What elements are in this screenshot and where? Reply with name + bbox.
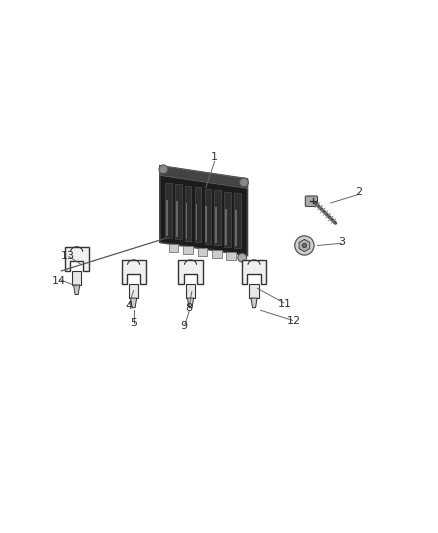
Bar: [215, 207, 217, 243]
Polygon shape: [160, 166, 247, 189]
Bar: [183, 246, 193, 254]
Bar: [212, 250, 222, 258]
Text: 1: 1: [211, 152, 218, 162]
Polygon shape: [131, 298, 137, 308]
Bar: [198, 248, 207, 256]
Polygon shape: [242, 260, 266, 284]
Bar: [234, 193, 240, 248]
Bar: [185, 185, 191, 241]
Polygon shape: [74, 285, 80, 295]
Bar: [195, 204, 197, 240]
Text: 2: 2: [356, 187, 363, 197]
Bar: [175, 184, 182, 239]
Text: 11: 11: [278, 298, 292, 309]
Bar: [72, 271, 81, 285]
Polygon shape: [121, 260, 145, 284]
Bar: [176, 201, 178, 237]
Circle shape: [238, 253, 247, 262]
Bar: [215, 190, 221, 245]
Text: 12: 12: [286, 316, 300, 326]
Bar: [166, 200, 168, 236]
Polygon shape: [187, 298, 194, 308]
Text: 13: 13: [61, 251, 75, 261]
Polygon shape: [251, 298, 257, 308]
Bar: [224, 192, 231, 247]
Text: 5: 5: [130, 318, 137, 328]
Bar: [194, 187, 201, 243]
Polygon shape: [178, 260, 202, 284]
Text: 9: 9: [180, 321, 187, 330]
Polygon shape: [299, 239, 310, 252]
Text: 14: 14: [52, 276, 66, 286]
Text: 4: 4: [126, 301, 133, 311]
Polygon shape: [64, 247, 88, 271]
Circle shape: [295, 236, 314, 255]
Text: 8: 8: [185, 303, 192, 313]
Bar: [205, 189, 211, 244]
Bar: [226, 253, 236, 260]
Bar: [205, 206, 207, 241]
Bar: [186, 203, 187, 239]
Bar: [249, 284, 259, 298]
Bar: [186, 284, 195, 298]
FancyBboxPatch shape: [305, 196, 318, 206]
Bar: [129, 284, 138, 298]
Circle shape: [159, 165, 168, 174]
Bar: [169, 244, 178, 252]
Bar: [235, 210, 237, 246]
Bar: [225, 209, 227, 245]
Circle shape: [240, 178, 248, 187]
Circle shape: [302, 243, 307, 248]
Polygon shape: [160, 166, 247, 255]
Bar: [165, 183, 172, 238]
Text: 3: 3: [338, 237, 345, 247]
